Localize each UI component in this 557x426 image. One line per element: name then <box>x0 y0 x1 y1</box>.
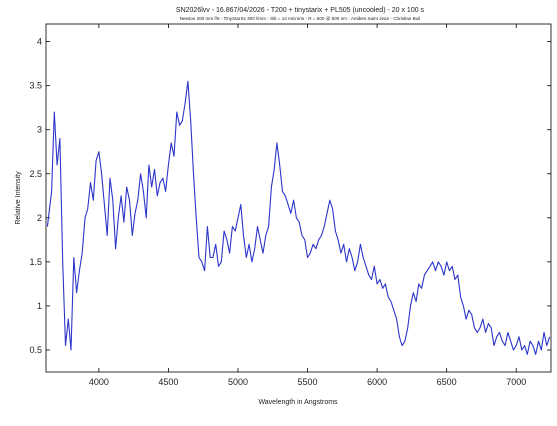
y-tick-label: 0.5 <box>29 345 42 355</box>
y-tick-label: 3 <box>37 125 42 135</box>
x-tick-label: 6000 <box>367 377 387 387</box>
chart-subtitle: Newton 200 mm f/5 - TinyStarSx 300 l/mm … <box>180 16 421 21</box>
y-tick-label: 3.5 <box>29 81 42 91</box>
x-tick-label: 5500 <box>298 377 318 387</box>
y-axis-label: Relative Intensity <box>15 171 22 225</box>
y-tick-label: 1 <box>37 301 42 311</box>
y-tick-label: 4 <box>37 37 42 47</box>
x-tick-label: 4000 <box>89 377 109 387</box>
chart-title: SN2026lvv - 16.867/04/2026 - T200 + tiny… <box>176 7 425 14</box>
y-tick-label: 2.5 <box>29 169 42 179</box>
x-tick-label: 7000 <box>506 377 526 387</box>
x-tick-label: 5000 <box>228 377 248 387</box>
x-tick-label: 4500 <box>158 377 178 387</box>
x-tick-label: 6500 <box>437 377 457 387</box>
y-tick-label: 2 <box>37 213 42 223</box>
x-axis-label: Wavelength in Angstroms <box>258 399 338 406</box>
y-tick-label: 1.5 <box>29 257 42 267</box>
